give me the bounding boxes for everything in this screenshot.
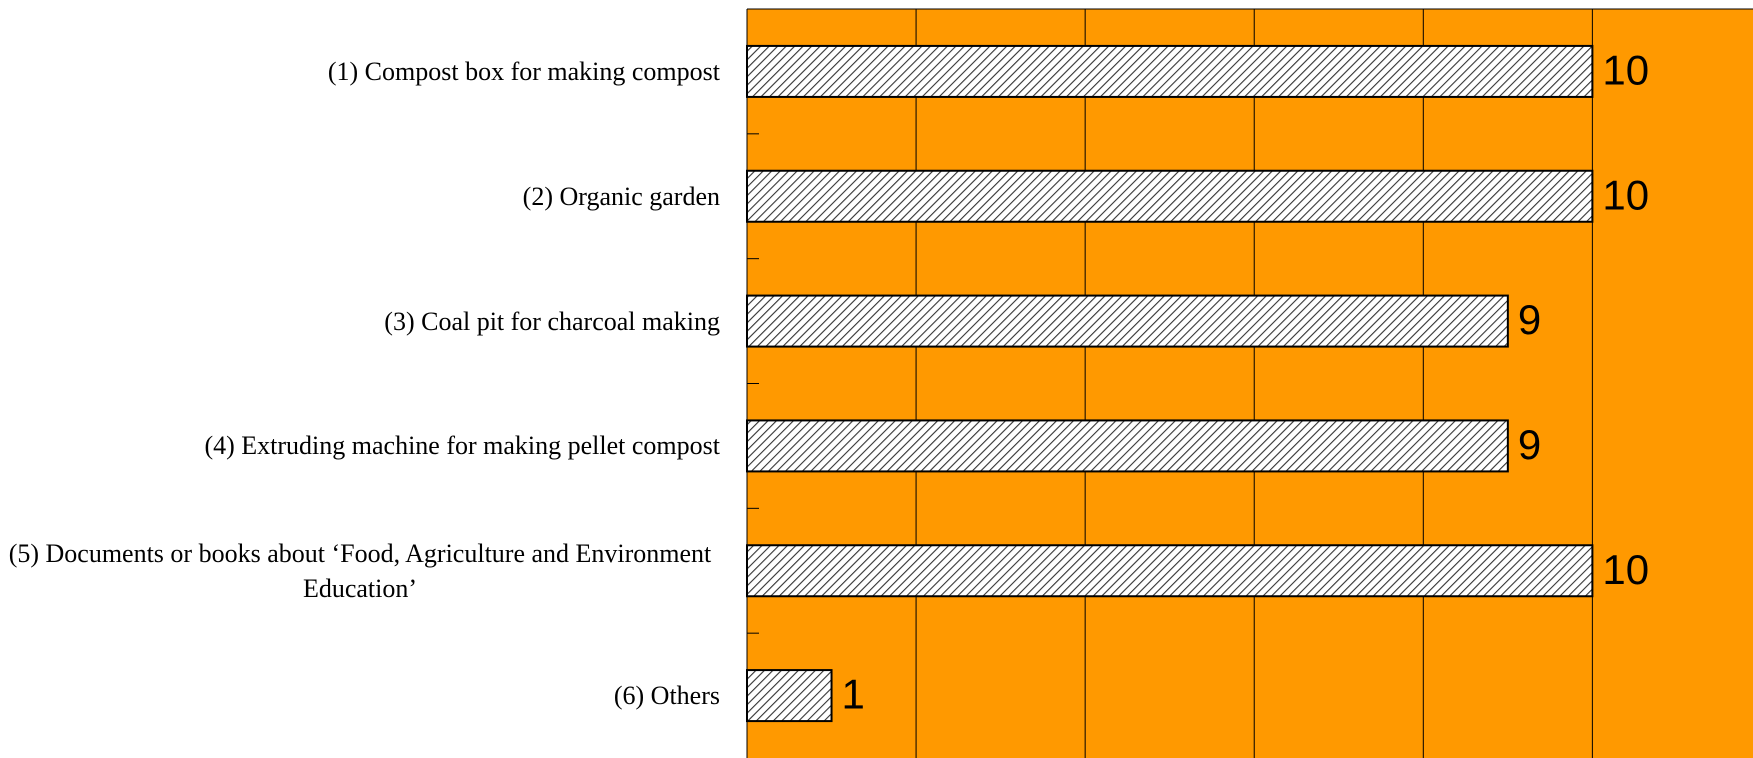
- data-label: 9: [1518, 421, 1541, 468]
- bar: [746, 419, 1509, 473]
- y-tick-label: (1) Compost box for making compost: [327, 56, 720, 86]
- data-label: 1: [842, 671, 865, 718]
- y-tick-label: (4) Extruding machine for making pellet …: [204, 431, 720, 461]
- y-tick-label: (6) Others: [613, 681, 720, 711]
- bar: [746, 669, 833, 723]
- y-tick-label-box: (2) Organic garden: [0, 134, 720, 259]
- y-tick-label-wrap: (3) Coal pit for charcoal making: [0, 259, 720, 384]
- data-label: 10: [1602, 546, 1649, 593]
- y-tick-label-wrap: (1) Compost box for making compost: [0, 9, 720, 134]
- plot-area: [747, 9, 1753, 758]
- y-tick-label-wrap: (2) Organic garden: [0, 134, 720, 259]
- y-tick-label: (5) Documents or books about ‘Food, Agri…: [8, 538, 712, 603]
- y-tick-label-box: (4) Extruding machine for making pellet …: [0, 384, 720, 509]
- y-tick-label-wrap: (5) Documents or books about ‘Food, Agri…: [0, 508, 720, 633]
- y-tick-label-box: (6) Others: [0, 633, 720, 758]
- data-label: 9: [1518, 296, 1541, 343]
- y-tick-label-box: (1) Compost box for making compost: [0, 9, 720, 134]
- bar: [746, 44, 1594, 98]
- data-label: 10: [1602, 47, 1649, 94]
- y-tick-label: (3) Coal pit for charcoal making: [384, 306, 720, 336]
- data-label: 10: [1602, 171, 1649, 218]
- y-tick-label-box: (5) Documents or books about ‘Food, Agri…: [0, 508, 720, 633]
- y-tick-label-wrap: (6) Others: [0, 633, 720, 758]
- y-tick-label: (2) Organic garden: [522, 181, 720, 211]
- bar: [746, 294, 1509, 348]
- bar: [746, 544, 1594, 598]
- y-tick-label-box: (3) Coal pit for charcoal making: [0, 259, 720, 384]
- bar: [746, 169, 1594, 223]
- y-tick-label-wrap: (4) Extruding machine for making pellet …: [0, 384, 720, 509]
